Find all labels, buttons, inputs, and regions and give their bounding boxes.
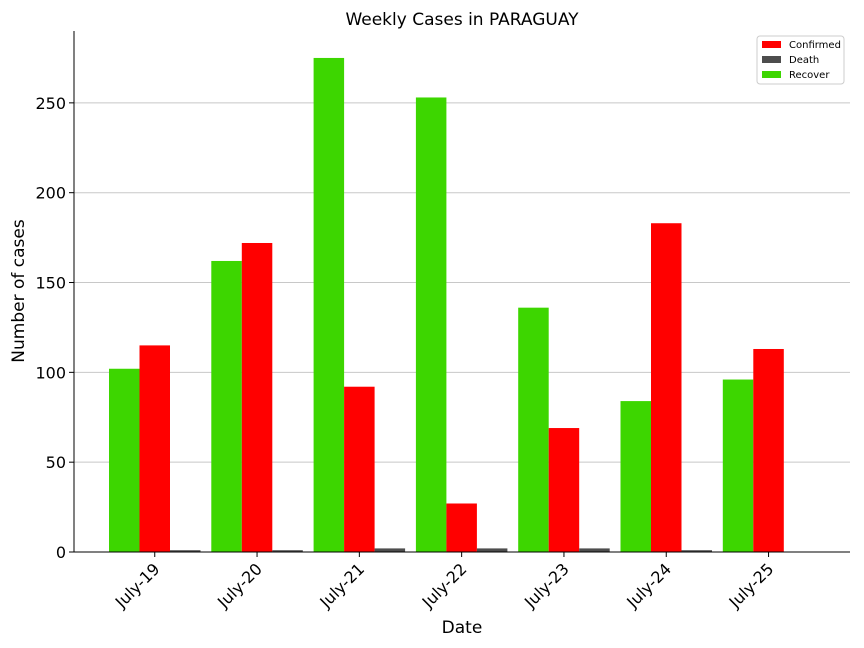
y-axis-label: Number of cases [9, 219, 29, 363]
chart-title: Weekly Cases in PARAGUAY [345, 10, 579, 30]
bar-confirmed-july-21 [344, 386, 375, 552]
bar-recover-july-19 [109, 368, 140, 552]
y-tick-label: 50 [46, 453, 66, 472]
x-tick-label: July-23 [520, 559, 573, 612]
legend-swatch-confirmed [762, 41, 781, 48]
bar-confirmed-july-19 [139, 345, 170, 552]
legend-label-death: Death [789, 55, 819, 66]
bar-confirmed-july-25 [753, 348, 784, 552]
y-ticks: 0 50 100 150 200 250 [35, 94, 74, 562]
bar-recover-july-20 [211, 260, 242, 552]
legend-label-recover: Recover [789, 70, 830, 81]
bar-death-july-19 [170, 550, 201, 552]
x-tick-label: July-24 [622, 559, 675, 612]
bar-recover-july-24 [620, 401, 651, 552]
x-tick-label: July-21 [315, 559, 368, 612]
bar-death-july-20 [272, 550, 303, 552]
bar-death-july-24 [681, 550, 712, 552]
y-tick-label: 150 [35, 274, 66, 293]
grid-lines [74, 102, 850, 463]
bar-death-july-21 [374, 548, 406, 552]
y-tick-label: 200 [35, 184, 66, 203]
bar-recover-july-23 [518, 307, 549, 552]
bar-confirmed-july-22 [446, 503, 477, 552]
bar-recover-july-21 [313, 57, 345, 553]
y-tick-label: 100 [35, 363, 66, 382]
x-tick-label: July-19 [111, 559, 164, 612]
x-tick-label: July-25 [725, 559, 778, 612]
x-tick-label: July-20 [213, 559, 266, 612]
x-tick-label: July-22 [418, 559, 471, 612]
bar-death-july-22 [476, 548, 508, 552]
y-tick-label: 0 [56, 543, 66, 562]
bar-recover-july-22 [415, 97, 447, 552]
legend: Confirmed Death Recover [756, 35, 845, 85]
bar-confirmed-july-20 [241, 242, 273, 552]
bar-death-july-23 [579, 548, 610, 552]
bar-confirmed-july-23 [548, 428, 580, 552]
y-tick-label: 250 [35, 94, 66, 113]
bar-recover-july-25 [722, 379, 754, 552]
legend-swatch-death [762, 56, 781, 63]
legend-swatch-recover [762, 71, 781, 78]
bar-confirmed-july-24 [651, 223, 682, 553]
legend-label-confirmed: Confirmed [789, 40, 841, 51]
x-axis-label: Date [442, 618, 483, 638]
x-ticks: July-19 July-20 July-21 July-22 July-23 July-… [111, 552, 778, 612]
bars-group [109, 57, 784, 553]
